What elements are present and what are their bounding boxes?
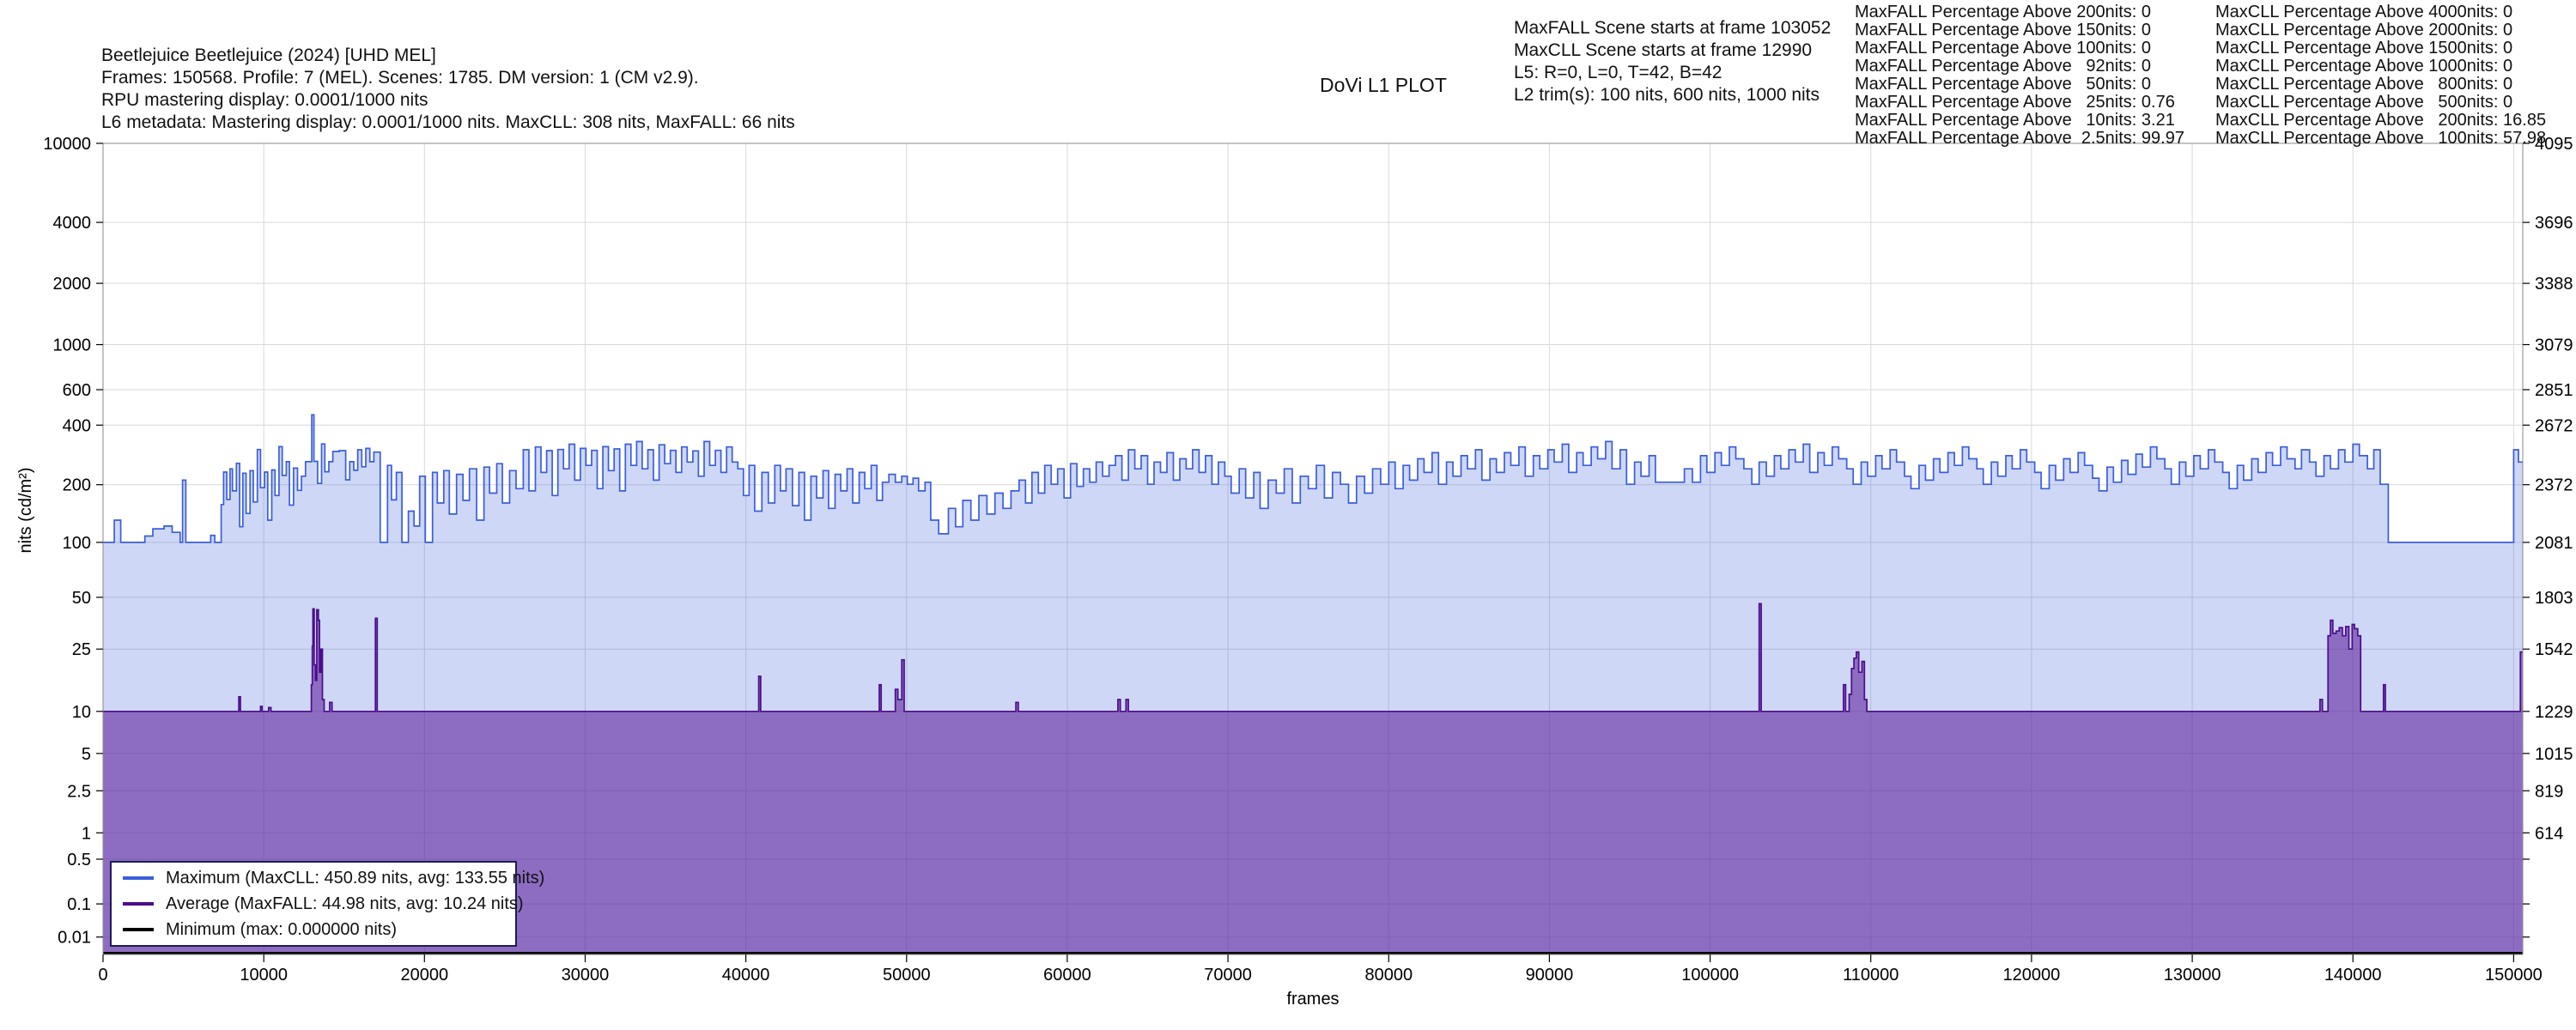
y-axis-label-pq-code: 3388 [2535,275,2573,294]
legend: Maximum (MaxCLL: 450.89 nits, avg: 133.5… [110,861,544,947]
legend-label: Minimum (max: 0.000000 nits) [166,919,397,939]
x-axis-label-frame: 90000 [1526,966,1574,985]
y-axis-label-nits: 2.5 [67,782,91,801]
legend-line-swatch [123,928,154,931]
maxcll-percentage-block: MaxCLL Percentage Above 4000nits: 0 MaxCL… [2215,3,2546,148]
y-axis-label-pq-code: 2372 [2535,476,2573,495]
scene-info-line: MaxCLL Scene starts at frame 12990 [1514,40,1813,60]
plot-frame [102,142,2524,955]
scene-info-line: L5: R=0, L=0, T=42, B=42 [1514,63,1722,82]
average-series-fill [103,603,2523,954]
y-axis-label-pq-code: 1229 [2535,703,2573,722]
legend-item-maximum: Maximum (MaxCLL: 450.89 nits, avg: 133.5… [112,868,544,888]
maxfall-percentage-line: MaxFALL Percentage Above 200nits: 0 [1855,3,2152,21]
maxcll-percentage-line: MaxCLL Percentage Above 1000nits: 0 [2215,57,2513,76]
maxcll-percentage-line: MaxCLL Percentage Above 500nits: 0 [2215,93,2513,112]
legend-line-swatch [123,876,154,880]
maxfall-percentage-block: MaxFALL Percentage Above 200nits: 0 MaxFA… [1855,3,2184,148]
x-axis-label-frame: 110000 [1843,966,1899,985]
y-axis-label-pq-code: 1803 [2535,589,2573,608]
y-axis-label-nits: 10 [72,703,91,722]
maxcll-percentage-line: MaxCLL Percentage Above 2000nits: 0 [2215,21,2513,39]
plot-title: DoVi L1 PLOT [1320,74,1447,96]
scene-info-line: MaxFALL Scene starts at frame 103052 [1514,18,1832,38]
x-axis-label-frame: 150000 [2485,966,2543,985]
maxfall-percentage-line: MaxFALL Percentage Above 150nits: 0 [1855,21,2152,39]
y-axis-label-nits: 100 [63,534,91,553]
x-axis-label-frame: 30000 [562,966,610,985]
y-axis-label-nits: 4000 [53,214,92,233]
maxfall-percentage-line: MaxFALL Percentage Above 25nits: 0.76 [1855,93,2175,112]
maxcll-percentage-line: MaxCLL Percentage Above 4000nits: 0 [2215,3,2513,21]
x-axis-label-frame: 0 [98,966,107,985]
x-axis-label-frame: 40000 [722,966,770,985]
maxcll-percentage-line: MaxCLL Percentage Above 200nits: 16.85 [2215,111,2547,130]
y-axis-label-pq-code: 1542 [2535,640,2573,659]
y-axis-label-pq-code: 4095 [2535,135,2573,154]
maxcll-percentage-line: MaxCLL Percentage Above 100nits: 57.98 [2215,129,2547,148]
y-axis-label-pq-code: 2081 [2535,534,2573,553]
y-axis-label-pq-code: 2672 [2535,416,2573,435]
y-axis-label-nits: 1000 [53,336,92,355]
legend-label: Maximum (MaxCLL: 450.89 nits, avg: 133.5… [166,868,545,888]
x-axis-label-frame: 50000 [883,966,931,985]
scene-info-block: MaxFALL Scene starts at frame 103052 MaxC… [1514,17,1831,106]
maxfall-percentage-line: MaxFALL Percentage Above 10nits: 3.21 [1855,111,2175,130]
y-axis-label-nits: 200 [63,476,91,495]
legend-item-average: Average (MaxFALL: 44.98 nits, avg: 10.24… [112,894,524,914]
x-axis-label-frame: 80000 [1364,966,1413,985]
maxcll-percentage-line: MaxCLL Percentage Above 1500nits: 0 [2215,39,2513,58]
legend-line-swatch [123,902,154,906]
y-axis-label-pq-code: 1015 [2535,745,2573,764]
x-axis-title: frames [1286,990,1339,1009]
y-axis-label-pq-code: 819 [2535,782,2563,801]
average-series-line [103,603,2523,712]
y-axis-label-nits: 10000 [43,135,91,154]
legend-item-minimum: Minimum (max: 0.000000 nits) [112,919,515,940]
x-axis-label-frame: 70000 [1204,966,1252,985]
y-axis-label-nits: 50 [72,589,91,608]
y-axis-label-nits: 0.5 [67,851,91,869]
maxfall-percentage-line: MaxFALL Percentage Above 92nits: 0 [1855,57,2152,76]
y-axis-label-nits: 0.1 [67,895,91,914]
scene-info-line: L2 trim(s): 100 nits, 600 nits, 1000 nit… [1514,85,1820,105]
y-axis-label-pq-code: 3696 [2535,214,2573,233]
y-axis-label-nits: 400 [63,416,91,435]
maxfall-percentage-line: MaxFALL Percentage Above 2.5nits: 99.97 [1855,129,2184,148]
file-info-line: RPU mastering display: 0.0001/1000 nits [101,90,428,110]
file-info-line: Beetlejuice Beetlejuice (2024) [UHD MEL] [101,45,436,65]
x-axis-label-frame: 60000 [1043,966,1091,985]
y-axis-label-nits: 0.01 [58,929,91,948]
x-axis-label-frame: 130000 [2164,966,2221,985]
y-axis-label-nits: 5 [82,745,91,764]
file-info-line: L6 metadata: Mastering display: 0.0001/1… [101,112,795,132]
file-info-line: Frames: 150568. Profile: 7 (MEL). Scenes… [101,68,699,88]
y-axis-label-pq-code: 2851 [2535,381,2573,400]
x-axis-label-frame: 140000 [2324,966,2382,985]
x-axis-label-frame: 100000 [1681,966,1739,985]
y-axis-label-nits: 600 [63,381,91,400]
maxfall-percentage-line: MaxFALL Percentage Above 50nits: 0 [1855,75,2152,94]
y-axis-label-nits: 25 [72,640,91,659]
maximum-series-line [103,414,2523,543]
y-axis-label-nits: 2000 [53,275,92,294]
y-axis-label-pq-code: 3079 [2535,336,2573,355]
file-info-block: Beetlejuice Beetlejuice (2024) [UHD MEL]… [101,45,795,134]
y-axis-label-pq-code: 614 [2535,824,2563,843]
maxcll-percentage-line: MaxCLL Percentage Above 800nits: 0 [2215,75,2513,94]
x-axis-label-frame: 10000 [240,966,288,985]
y-axis-title: nits (cd/m²) [16,468,35,554]
x-axis-label-frame: 20000 [400,966,448,985]
x-axis-label-frame: 120000 [2003,966,2061,985]
y-axis-label-nits: 1 [82,824,91,843]
legend-label: Average (MaxFALL: 44.98 nits, avg: 10.24… [166,894,524,913]
maxfall-percentage-line: MaxFALL Percentage Above 100nits: 0 [1855,39,2152,58]
